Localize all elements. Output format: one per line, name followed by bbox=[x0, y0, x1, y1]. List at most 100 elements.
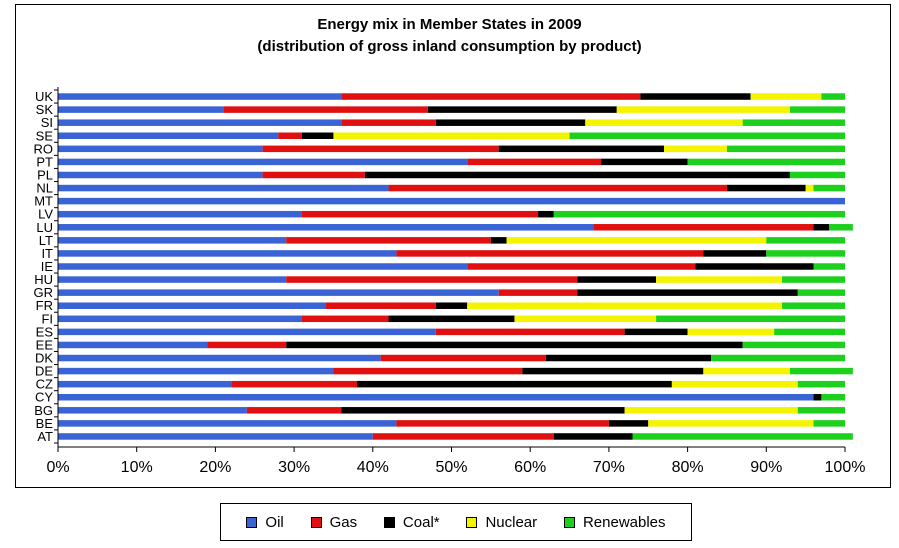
category-label: DK bbox=[35, 351, 53, 366]
bar-ee-gas bbox=[207, 341, 287, 349]
category-label: PL bbox=[37, 167, 53, 182]
bar-be-oil bbox=[58, 420, 397, 427]
category-label: FR bbox=[36, 298, 53, 313]
bar-hu-gas bbox=[286, 276, 578, 283]
bar-se-oil bbox=[58, 132, 279, 140]
bar-gr-oil bbox=[58, 289, 499, 296]
bar-de-renewables bbox=[789, 367, 853, 375]
bar-lv-oil bbox=[58, 210, 302, 218]
bar-fi-nuclear bbox=[514, 315, 657, 323]
bar-pl-gas bbox=[262, 171, 365, 179]
chart-title: Energy mix in Member States in 2009 bbox=[317, 16, 582, 33]
bar-fi-renewables bbox=[656, 315, 845, 323]
bar-es-renewables bbox=[774, 328, 845, 336]
chart-plot: UKSKSISEROPTPLNLMTLVLULTITIEHUGRFRFIESEE… bbox=[34, 87, 866, 476]
bar-si-oil bbox=[58, 119, 342, 126]
bar-it-renewables bbox=[766, 250, 845, 257]
bar-ie-gas bbox=[467, 263, 696, 270]
bar-fr-oil bbox=[58, 302, 326, 309]
bar-lt-nuclear bbox=[506, 237, 767, 244]
legend-item: Oil bbox=[246, 514, 284, 531]
bar-pt-renewables bbox=[687, 158, 845, 166]
category-label: ES bbox=[36, 324, 54, 339]
bar-es-oil bbox=[58, 328, 436, 336]
x-tick-label: 50% bbox=[435, 459, 467, 476]
legend-swatch bbox=[563, 516, 575, 528]
bar-si-coal bbox=[435, 119, 586, 126]
x-tick-label: 20% bbox=[199, 459, 231, 476]
bar-at-coal bbox=[553, 433, 633, 440]
legend: Oil Gas Coal* Nuclear Renewables bbox=[220, 503, 692, 541]
legend-item: Nuclear bbox=[466, 514, 537, 531]
x-tick-label: 100% bbox=[825, 459, 866, 476]
bar-si-gas bbox=[341, 119, 436, 126]
bar-fr-gas bbox=[325, 302, 436, 309]
bar-hu-oil bbox=[58, 276, 287, 283]
bar-nl-gas bbox=[388, 184, 727, 192]
legend-swatch bbox=[310, 516, 322, 528]
chart-subtitle: (distribution of gross inland consumptio… bbox=[257, 38, 642, 55]
bar-nl-nuclear bbox=[805, 184, 814, 192]
bar-ee-oil bbox=[58, 341, 208, 349]
legend-label: Gas bbox=[329, 513, 358, 531]
bar-gr-gas bbox=[498, 289, 578, 296]
category-label: EE bbox=[36, 337, 54, 352]
category-label: IE bbox=[41, 259, 54, 274]
bar-dk-oil bbox=[58, 354, 381, 362]
legend-item: Gas bbox=[310, 513, 358, 531]
bar-pt-coal bbox=[601, 158, 688, 166]
x-tick-label: 90% bbox=[750, 459, 782, 476]
bar-at-renewables bbox=[632, 433, 853, 440]
bar-ie-oil bbox=[58, 263, 468, 270]
category-label: FI bbox=[41, 311, 53, 326]
bar-hu-renewables bbox=[782, 276, 845, 283]
bar-fi-gas bbox=[301, 315, 389, 323]
bar-pt-oil bbox=[58, 158, 468, 166]
bar-si-renewables bbox=[742, 119, 845, 126]
bar-nl-oil bbox=[58, 184, 389, 192]
bar-at-gas bbox=[372, 433, 554, 440]
bar-ie-renewables bbox=[813, 263, 845, 270]
x-tick-label: 60% bbox=[514, 459, 546, 476]
x-tick-label: 40% bbox=[357, 459, 389, 476]
category-label: BG bbox=[34, 403, 53, 418]
category-label: PT bbox=[36, 154, 53, 169]
bar-uk-gas bbox=[341, 93, 641, 100]
bar-at-oil bbox=[58, 433, 373, 440]
bar-cz-nuclear bbox=[671, 380, 798, 388]
bar-lv-renewables bbox=[553, 210, 845, 218]
bar-ro-gas bbox=[262, 145, 499, 153]
bar-dk-gas bbox=[380, 354, 546, 362]
bar-nl-coal bbox=[726, 184, 806, 192]
bar-hu-nuclear bbox=[656, 276, 783, 283]
bar-se-gas bbox=[278, 132, 302, 140]
bar-lt-renewables bbox=[766, 237, 845, 244]
x-tick-label: 80% bbox=[672, 459, 704, 476]
bar-be-gas bbox=[396, 420, 609, 427]
bar-uk-renewables bbox=[821, 93, 845, 100]
category-label: LT bbox=[39, 233, 53, 248]
bar-fr-nuclear bbox=[467, 302, 783, 309]
category-label: RO bbox=[34, 141, 54, 156]
bar-es-coal bbox=[624, 328, 688, 336]
legend-label: Coal* bbox=[402, 513, 440, 531]
bar-gr-renewables bbox=[797, 289, 845, 296]
bar-dk-renewables bbox=[711, 354, 845, 362]
bar-cz-oil bbox=[58, 380, 232, 388]
category-label: SI bbox=[41, 115, 53, 130]
bar-uk-nuclear bbox=[750, 93, 822, 100]
bar-ro-oil bbox=[58, 145, 263, 153]
bar-uk-oil bbox=[58, 93, 342, 100]
bar-lu-gas bbox=[593, 224, 814, 231]
bar-sk-oil bbox=[58, 106, 224, 113]
legend-item: Renewables bbox=[563, 514, 666, 531]
category-label: IT bbox=[41, 246, 53, 261]
bar-lv-gas bbox=[301, 210, 539, 218]
bar-fi-coal bbox=[388, 315, 515, 323]
bar-cy-oil bbox=[58, 393, 814, 401]
legend-label: Nuclear bbox=[485, 513, 538, 531]
bar-de-oil bbox=[58, 367, 334, 375]
category-label: CY bbox=[35, 390, 53, 405]
bar-se-coal bbox=[301, 132, 334, 140]
x-tick-label: 30% bbox=[278, 459, 310, 476]
